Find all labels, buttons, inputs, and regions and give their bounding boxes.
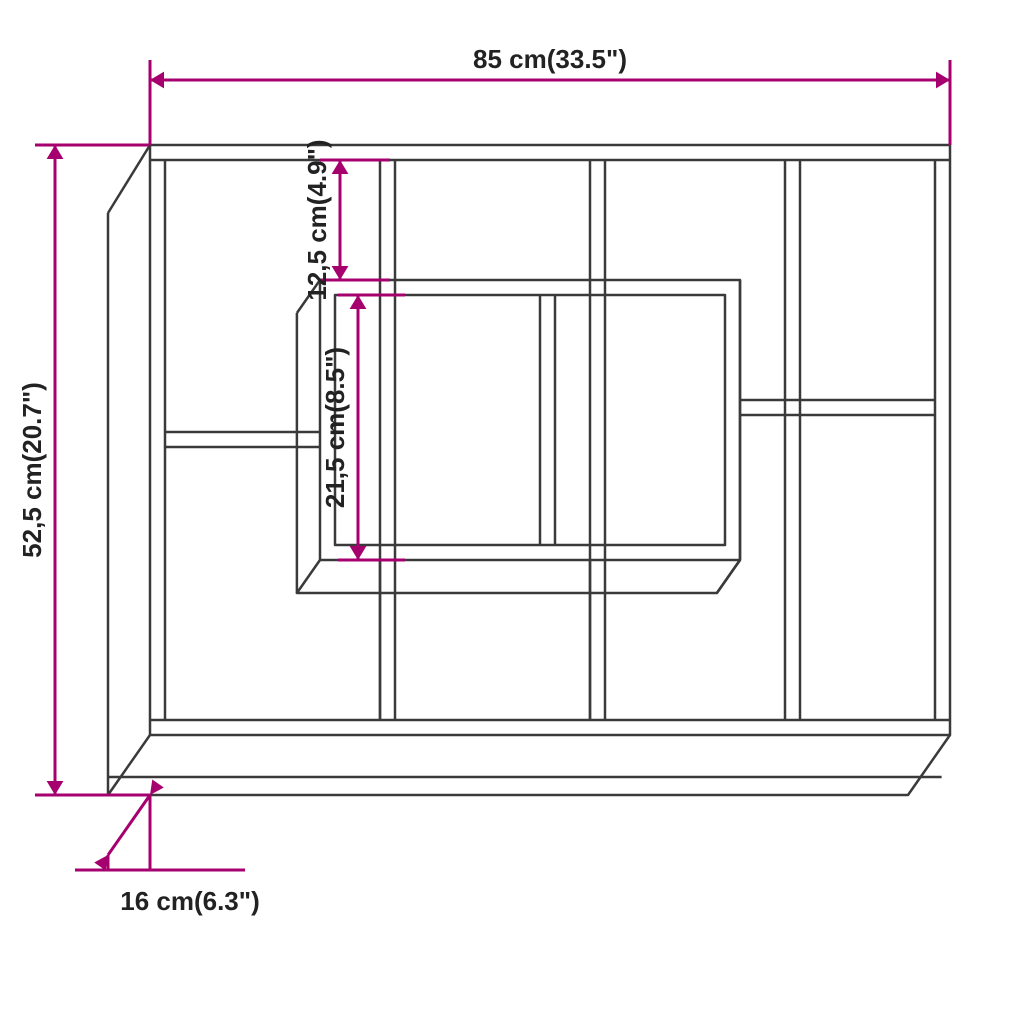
dim-label: 52,5 cm(20.7"): [17, 382, 47, 558]
dimensions: 85 cm(33.5") 52,5 cm(20.7") 16 cm(6.3") 12,…: [17, 44, 950, 916]
dim-label: 16 cm(6.3"): [120, 886, 260, 916]
dim-label: 21,5 cm(8.5"): [320, 347, 350, 508]
dim-label: 85 cm(33.5"): [473, 44, 627, 74]
dim-label: 12,5 cm(4.9"): [302, 139, 332, 300]
shelf-drawing: [108, 145, 950, 795]
